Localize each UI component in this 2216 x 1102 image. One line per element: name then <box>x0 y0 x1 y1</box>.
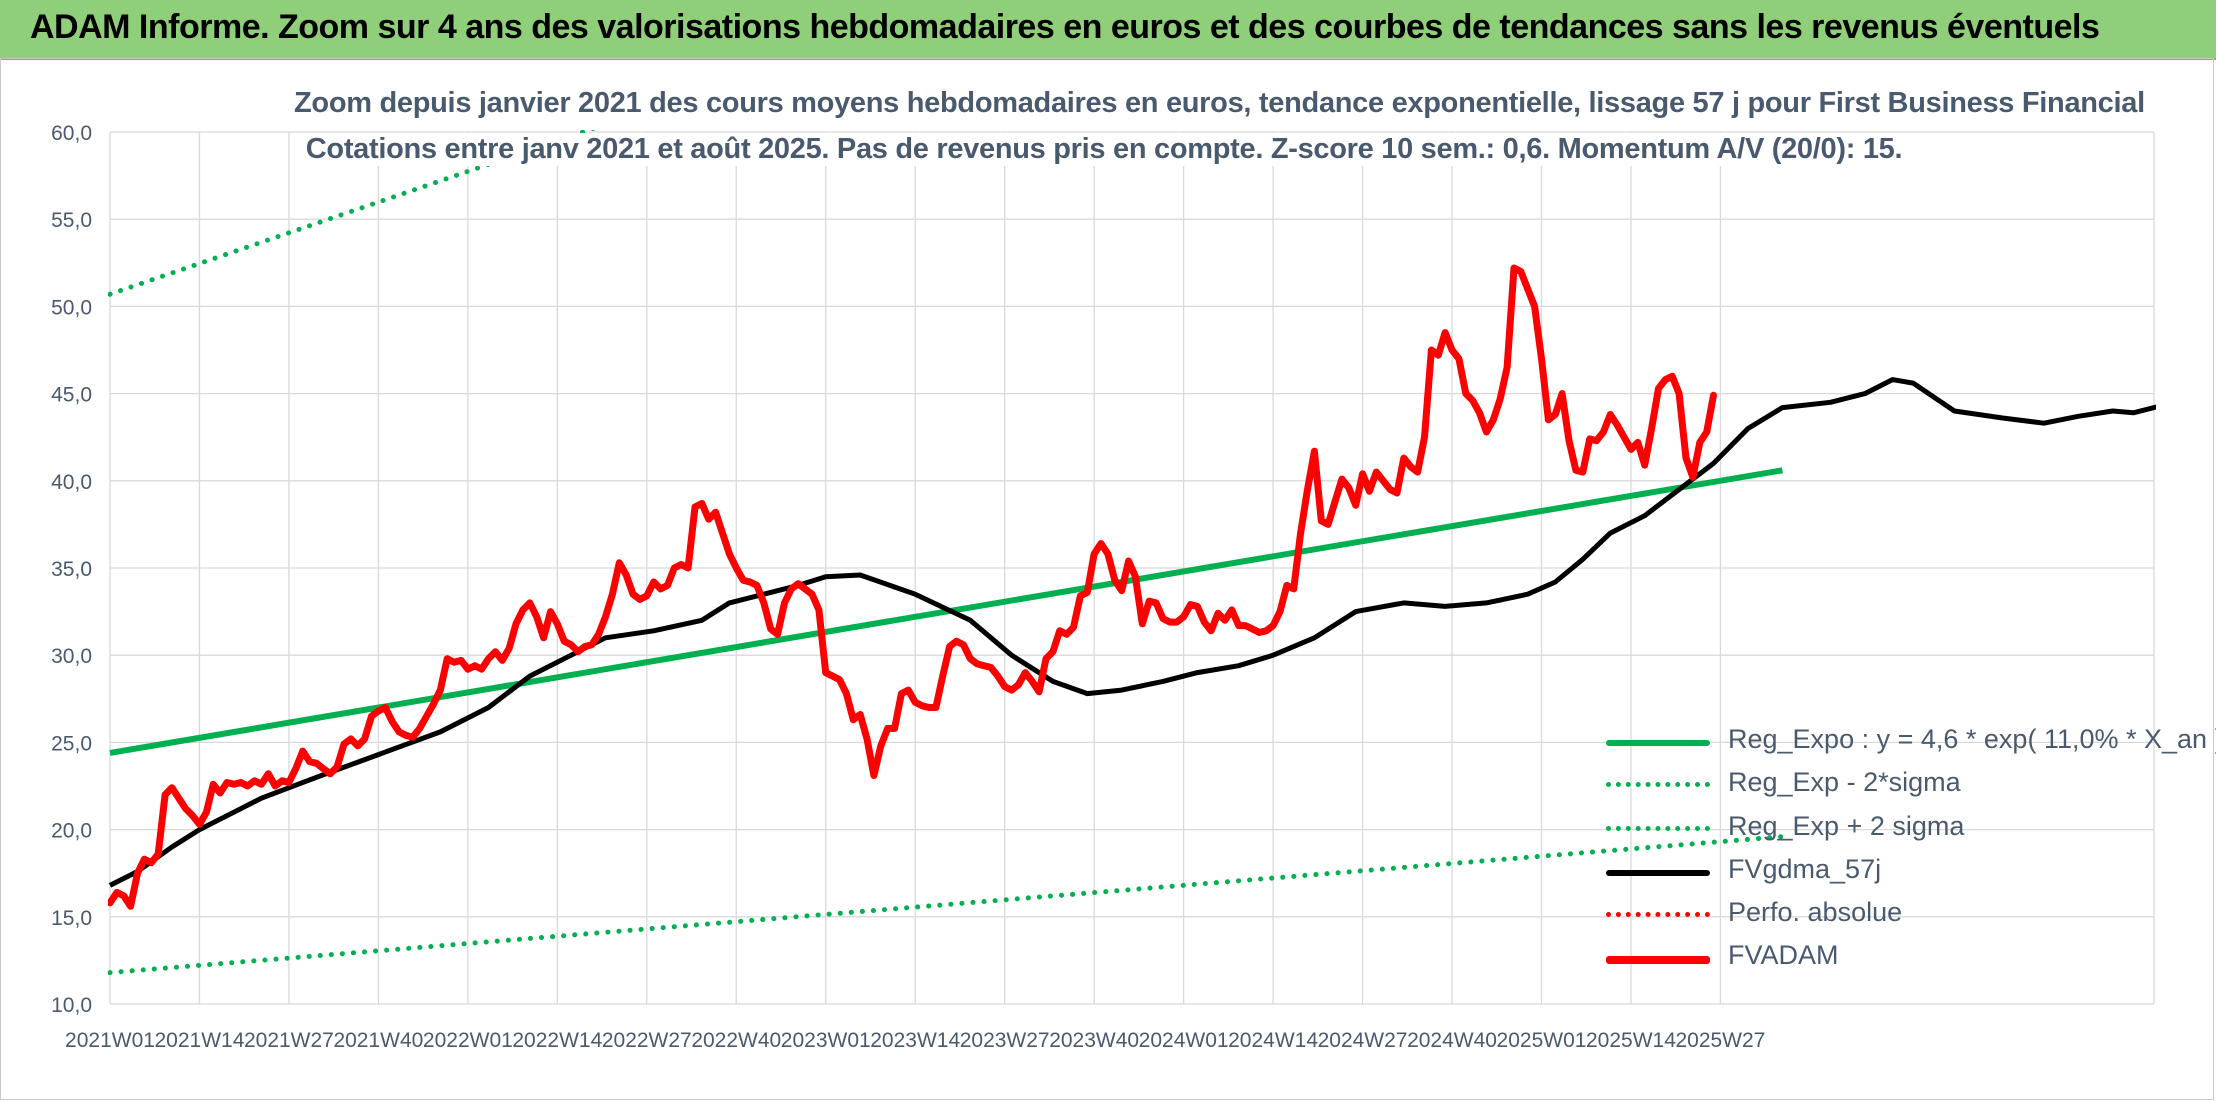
legend-label: Reg_Exp + 2 sigma <box>1728 810 1965 841</box>
x-tick-label: 2025W01 <box>1497 1029 1587 1052</box>
y-tick-label: 10,0 <box>51 994 92 1017</box>
legend-item: Reg_Exp - 2*sigma <box>1600 765 2200 808</box>
legend-item: FVgdma_57j <box>1600 852 2200 895</box>
y-tick-label: 15,0 <box>51 907 92 930</box>
x-tick-label: 2021W27 <box>244 1029 334 1052</box>
y-tick-label: 20,0 <box>51 820 92 843</box>
legend-swatch <box>1606 740 1710 746</box>
legend-item: Perfo. absolue <box>1600 895 2200 938</box>
legend-swatch <box>1606 912 1710 918</box>
grid <box>109 131 2155 1005</box>
x-tick-label: 2023W27 <box>960 1029 1050 1052</box>
legend-label: Reg_Expo : y = 4,6 * exp( 11,0% * X_an ) <box>1728 724 2216 754</box>
x-tick-label: 2021W40 <box>333 1029 423 1052</box>
x-tick-label: 2021W14 <box>155 1029 245 1052</box>
y-tick-label: 30,0 <box>51 645 92 668</box>
x-tick-label: 2023W01 <box>781 1029 871 1052</box>
series-line-fvadam <box>108 264 1717 910</box>
x-tick-label: 2022W27 <box>602 1029 692 1052</box>
x-tick-label: 2024W01 <box>1139 1029 1229 1052</box>
legend-label: FVADAM <box>1728 940 1839 971</box>
x-tick-label: 2022W40 <box>691 1029 781 1052</box>
y-axis-tick-labels: 10,0 15,0 20,0 25,0 30,0 35,0 40,0 45,0 50,0 55,0… <box>51 122 92 1017</box>
x-tick-label: 2025W27 <box>1675 1029 1765 1052</box>
y-tick-label: 35,0 <box>51 558 92 581</box>
x-tick-label: 2023W14 <box>870 1029 960 1052</box>
legend-label: Reg_Exp - 2*sigma <box>1728 767 1961 798</box>
x-tick-label: 2025W14 <box>1586 1029 1676 1052</box>
x-tick-label: 2022W01 <box>423 1029 513 1052</box>
report-title: ADAM Informe. Zoom sur 4 ans des valoris… <box>30 8 2100 46</box>
y-tick-label: 25,0 <box>51 732 92 755</box>
chart-title-line-1: Zoom depuis janvier 2021 des cours moyen… <box>294 87 2145 120</box>
report-banner: ADAM Informe. Zoom sur 4 ans des valoris… <box>0 0 2216 60</box>
series-line-reg-exp-2-sigma <box>108 834 1785 976</box>
legend-label: Perfo. absolue <box>1728 897 1903 928</box>
x-tick-label: 2022W14 <box>512 1029 602 1052</box>
legend-swatch <box>1606 825 1710 831</box>
x-tick-label: 2024W40 <box>1407 1029 1497 1052</box>
x-tick-label: 2024W14 <box>1228 1029 1318 1052</box>
x-tick-label: 2021W01 <box>65 1029 155 1052</box>
legend-swatch <box>1606 956 1710 965</box>
y-tick-label: 50,0 <box>51 296 92 319</box>
legend-swatch <box>1606 782 1710 788</box>
series-lines <box>108 130 2156 976</box>
x-tick-label: 2024W27 <box>1318 1029 1408 1052</box>
legend-item: Reg_Expo : y = 4,6 * exp( 11,0% * X_an ) <box>1600 722 2216 765</box>
chart-title-line-2: Cotations entre janv 2021 et août 2025. … <box>294 133 1914 166</box>
chart-frame <box>0 58 2214 1100</box>
legend-label: FVgdma_57j <box>1728 853 1882 884</box>
x-tick-label: 2023W40 <box>1049 1029 1139 1052</box>
y-tick-label: 55,0 <box>51 209 92 232</box>
chart-legend: Reg_Expo : y = 4,6 * exp( 11,0% * X_an )… <box>1600 722 2216 982</box>
series-line-fvgdma-57j <box>108 377 2156 888</box>
y-tick-label: 40,0 <box>51 471 92 494</box>
y-tick-label: 45,0 <box>51 384 92 407</box>
y-tick-label: 60,0 <box>51 122 92 145</box>
legend-item: Reg_Exp + 2 sigma <box>1600 809 2200 852</box>
legend-item: FVADAM <box>1600 938 2200 981</box>
legend-swatch <box>1606 869 1710 876</box>
x-axis-tick-labels: 2021W01 2021W14 2021W27 2021W40 2022W01 2022W… <box>65 1029 1765 1052</box>
